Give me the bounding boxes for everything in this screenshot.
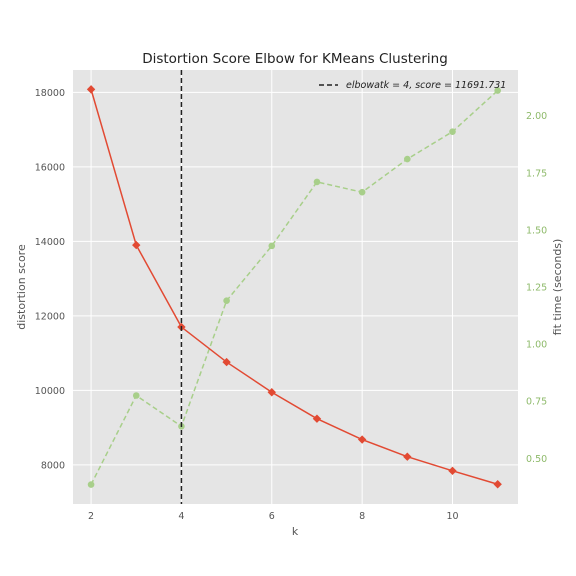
x-tick-label: 10 [446,511,458,522]
distortion-point [132,240,141,250]
legend: elbowatk = 4, score = 11691.731 [319,80,506,91]
fit-time-point [494,87,501,94]
distortion-point [403,452,412,461]
series-layer [86,85,502,489]
fit-time-point [358,188,366,196]
chart-title: Distortion Score Elbow for KMeans Cluste… [142,51,448,67]
distortion-point [222,357,231,367]
y2-axis-label: fit time (seconds) [551,239,564,336]
y2-tick-label: 0.50 [526,454,547,465]
distortion-point [312,414,322,423]
y2-tick-label: 1.50 [526,225,547,236]
distortion-point [357,435,367,444]
y2-tick-label: 0.75 [526,397,547,408]
y2-tick-label: 1.25 [526,283,547,294]
x-tick-label: 6 [269,511,275,522]
fit-time-point [223,297,230,305]
y2-tick-label: 2.00 [526,111,547,122]
fit-time-point [132,392,140,399]
distortion-point [493,480,502,489]
fit-time-point [404,155,411,163]
y-tick-label: 18000 [35,88,65,99]
legend-elbow-label: elbowatk = 4, score = 11691.731 [346,80,506,91]
tick-labels: 2 4 6 8 10 8000 10000 12000 14000 16000 18000 0.50 0… [35,88,547,522]
y-axis-label: distortion score [15,244,28,330]
distortion-point [448,466,457,476]
fit-time-point [87,481,95,488]
y-tick-label: 8000 [41,460,65,471]
x-tick-label: 8 [359,511,365,522]
y-tick-label: 10000 [35,386,65,397]
distortion-point [86,85,96,94]
plot-area [73,70,518,504]
y2-tick-label: 1.00 [526,340,547,351]
y-tick-label: 16000 [35,162,65,173]
distortion-line [90,89,498,485]
x-tick-label: 4 [178,511,184,522]
distortion-point [267,388,276,397]
x-axis-label: k [292,525,299,538]
fit-time-point [313,178,321,186]
y-tick-label: 14000 [35,237,65,248]
x-tick-label: 2 [88,511,94,522]
fit-time-point [449,128,456,135]
y-tick-label: 12000 [35,311,65,322]
y2-tick-label: 1.75 [526,168,547,179]
fit-time-point [268,242,276,250]
